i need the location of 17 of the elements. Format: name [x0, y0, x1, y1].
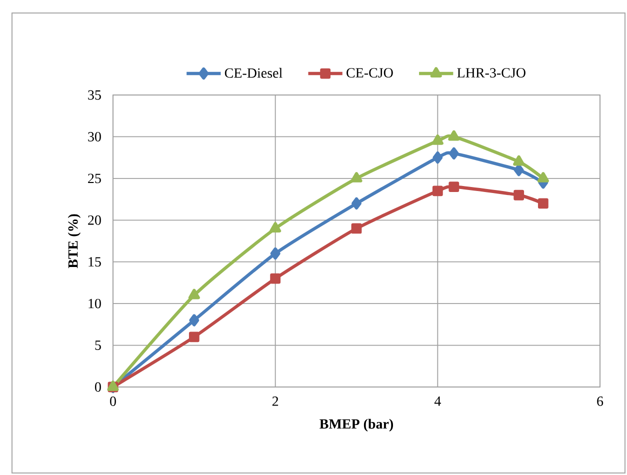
legend-label: CE-CJO [346, 68, 393, 78]
y-tick-label: 10 [88, 298, 101, 308]
x-tick-label: 6 [597, 396, 604, 406]
x-tick-label: 2 [272, 396, 278, 406]
y-tick-label: 5 [95, 340, 101, 350]
y-tick-label: 15 [88, 257, 101, 267]
legend-label: CE-Diesel [224, 68, 282, 78]
y-tick-label: 30 [88, 132, 101, 142]
x-axis-title: BMEP (bar) [320, 418, 394, 432]
y-axis-title: BTE (%) [68, 214, 81, 268]
x-tick-label: 0 [110, 396, 116, 406]
y-tick-label: 35 [88, 90, 101, 100]
y-tick-label: 20 [88, 215, 101, 225]
y-tick-label: 25 [88, 174, 101, 184]
legend-label: LHR-3-CJO [457, 68, 526, 78]
y-tick-label: 0 [95, 382, 101, 392]
x-tick-label: 4 [434, 396, 441, 406]
